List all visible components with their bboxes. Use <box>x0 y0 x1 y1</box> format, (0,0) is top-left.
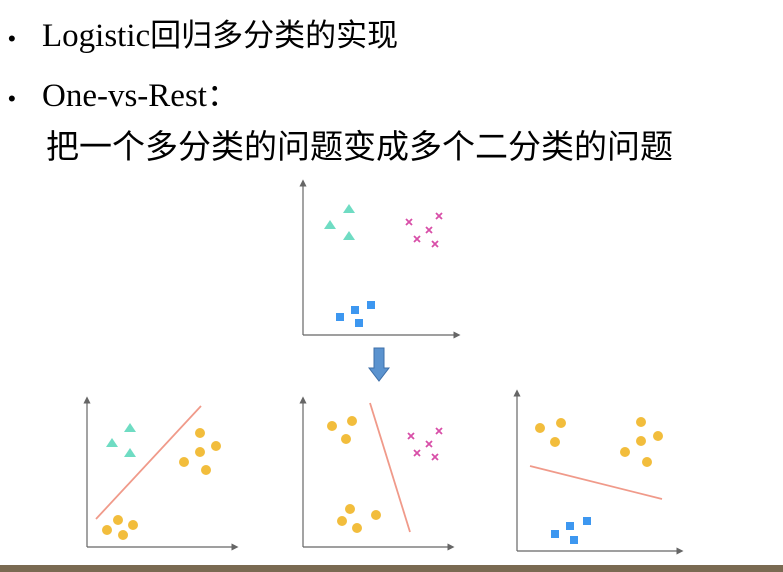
circle-marker <box>371 510 381 520</box>
triangle-marker <box>343 231 355 240</box>
bl-separator-line <box>95 405 202 520</box>
circle-marker <box>341 434 351 444</box>
square-marker <box>336 313 344 321</box>
cross-marker <box>425 440 433 448</box>
footer-bar <box>0 565 783 572</box>
top-plot <box>299 179 461 339</box>
circle-marker <box>211 441 221 451</box>
circle-marker <box>352 523 362 533</box>
cross-marker <box>405 218 413 226</box>
circle-marker <box>345 504 355 514</box>
circle-marker <box>636 417 646 427</box>
top-plot-crosses <box>405 212 443 248</box>
bm-circles <box>327 416 381 533</box>
bottom-right-plot <box>513 389 684 555</box>
circle-marker <box>195 428 205 438</box>
bm-crosses <box>407 427 443 461</box>
cross-marker <box>435 427 443 435</box>
circle-marker <box>642 457 652 467</box>
bullet-item-1: • Logistic 回归多分类的实现 <box>8 10 398 55</box>
cross-marker <box>425 226 433 234</box>
bullet-1-cjk: 回归多分类的实现 <box>150 18 399 54</box>
arrow-down-icon <box>367 347 391 382</box>
cross-marker <box>431 240 439 248</box>
description-text: 把一个多分类的问题变成多个二分类的问题 <box>46 127 673 166</box>
square-marker <box>551 530 559 538</box>
circle-marker <box>337 516 347 526</box>
cross-marker <box>431 453 439 461</box>
circle-marker <box>102 525 112 535</box>
circle-marker <box>620 447 630 457</box>
circle-marker <box>347 416 357 426</box>
bl-triangles <box>106 423 136 457</box>
top-plot-squares <box>336 301 375 327</box>
circle-marker <box>113 515 123 525</box>
circle-marker <box>128 520 138 530</box>
circle-marker <box>201 465 211 475</box>
circle-marker <box>556 418 566 428</box>
circle-marker <box>179 457 189 467</box>
br-squares <box>551 517 591 544</box>
triangle-marker <box>324 220 336 229</box>
bullet-1-latin: Logistic <box>42 18 151 54</box>
bullet-dot-icon: • <box>8 86 16 111</box>
bl-circles <box>102 428 221 540</box>
bullet-dot-icon: • <box>8 26 16 51</box>
br-separator-line <box>529 465 663 500</box>
bullet-2-latin: One-vs-Rest <box>42 78 207 114</box>
cross-marker <box>435 212 443 220</box>
circle-marker <box>195 447 205 457</box>
square-marker <box>566 522 574 530</box>
square-marker <box>583 517 591 525</box>
circle-marker <box>118 530 128 540</box>
cross-marker <box>413 235 421 243</box>
square-marker <box>351 306 359 314</box>
triangle-marker <box>124 448 136 457</box>
circle-marker <box>636 436 646 446</box>
square-marker <box>570 536 578 544</box>
triangle-marker <box>343 204 355 213</box>
circle-marker <box>327 421 337 431</box>
cross-marker <box>413 449 421 457</box>
circle-marker <box>535 423 545 433</box>
top-plot-triangles <box>324 204 355 240</box>
bullet-item-2: • One-vs-Rest： <box>8 70 238 115</box>
bullet-2-cjk: ： <box>206 78 238 114</box>
triangle-marker <box>124 423 136 432</box>
circle-marker <box>550 437 560 447</box>
bottom-middle-plot <box>299 396 455 551</box>
square-marker <box>355 319 363 327</box>
cross-marker <box>407 432 415 440</box>
br-circles <box>535 417 663 467</box>
bm-separator-line <box>369 402 411 533</box>
square-marker <box>367 301 375 309</box>
triangle-marker <box>106 438 118 447</box>
bottom-left-plot <box>83 396 239 551</box>
circle-marker <box>653 431 663 441</box>
